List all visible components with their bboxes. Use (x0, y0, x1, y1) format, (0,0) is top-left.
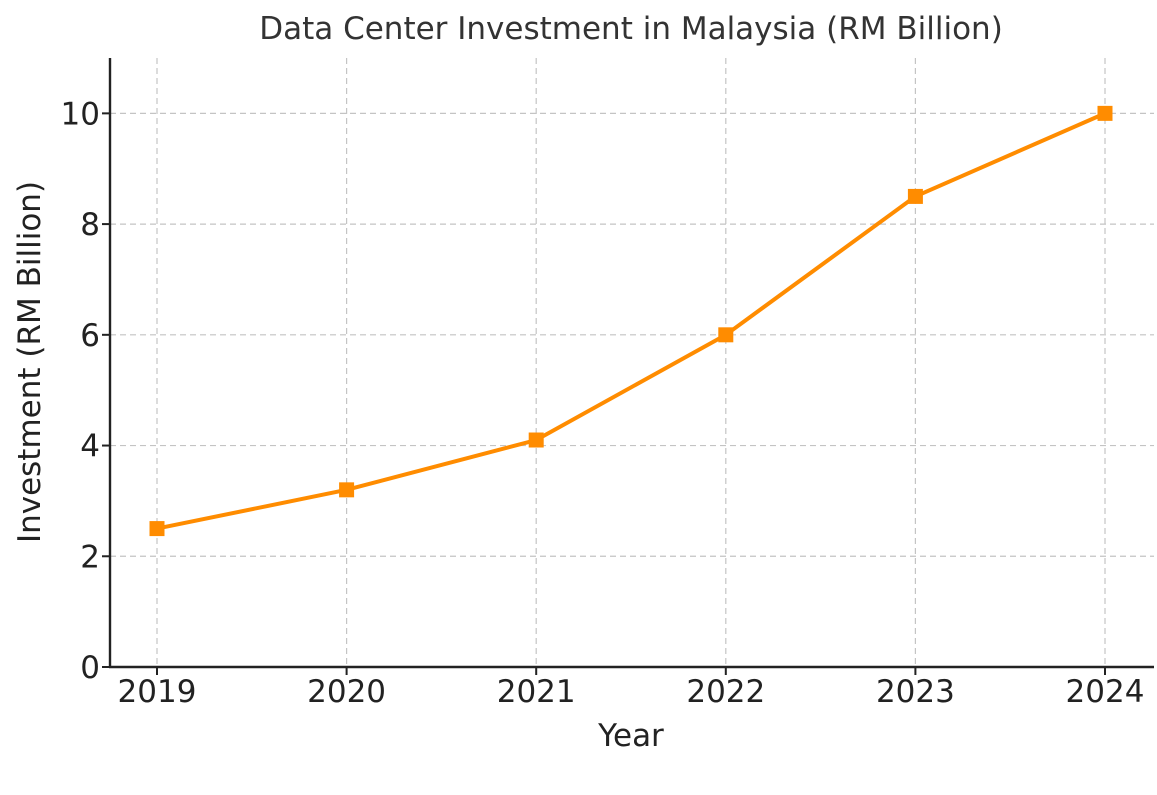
x-tick-label: 2021 (497, 674, 576, 710)
x-tick-label: 2020 (307, 674, 386, 710)
y-axis-label: Investment (RM Billion) (12, 181, 48, 543)
chart-title: Data Center Investment in Malaysia (RM B… (259, 11, 1003, 47)
y-tick-label: 4 (80, 429, 100, 465)
y-tick-label: 10 (61, 96, 100, 132)
data-point-marker (149, 521, 165, 537)
ticks: 2019 2020 2021 2022 2023 2024 0 2 4 6 8 10 (61, 96, 1145, 710)
x-tick-label: 2023 (876, 674, 955, 710)
y-tick-label: 6 (80, 318, 100, 354)
x-tick-label: 2024 (1066, 674, 1145, 710)
y-tick-label: 8 (80, 207, 100, 243)
y-tick-label: 0 (80, 650, 100, 686)
x-tick-label: 2022 (686, 674, 765, 710)
axes (108, 58, 1154, 669)
data-point-marker (907, 188, 923, 204)
data-point-marker (1097, 105, 1113, 121)
series-line (155, 111, 1107, 531)
series (149, 105, 1113, 537)
data-point-marker (528, 432, 544, 448)
x-axis-label: Year (597, 718, 664, 754)
data-point-marker (339, 482, 355, 498)
data-point-marker (718, 327, 734, 343)
grid (110, 58, 1154, 667)
y-tick-label: 2 (80, 539, 100, 575)
x-tick-label: 2019 (118, 674, 197, 710)
